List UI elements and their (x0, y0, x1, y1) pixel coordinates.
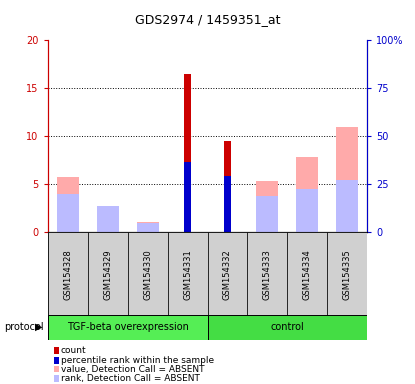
Bar (296, 157, 318, 232)
Bar (208, 315, 367, 340)
Bar (184, 162, 191, 232)
Text: protocol: protocol (4, 322, 44, 332)
Bar (168, 232, 208, 317)
Text: rank, Detection Call = ABSENT: rank, Detection Call = ABSENT (61, 374, 200, 383)
Bar (327, 232, 367, 317)
Bar (296, 189, 318, 232)
Bar (57, 177, 79, 232)
Text: GSM154330: GSM154330 (143, 249, 152, 300)
Bar (184, 74, 191, 232)
Bar (97, 207, 119, 232)
Bar (224, 141, 231, 232)
Bar (137, 223, 159, 232)
Text: GSM154334: GSM154334 (303, 249, 312, 300)
Bar (137, 222, 159, 232)
Text: ▶: ▶ (35, 322, 42, 332)
Bar (224, 176, 231, 232)
Text: control: control (271, 322, 304, 333)
Text: GSM154333: GSM154333 (263, 249, 272, 300)
Bar (247, 232, 287, 317)
Bar (287, 232, 327, 317)
Text: percentile rank within the sample: percentile rank within the sample (61, 356, 214, 365)
Text: GSM154335: GSM154335 (343, 249, 352, 300)
Bar (128, 232, 168, 317)
Text: count: count (61, 346, 86, 355)
Text: GSM154328: GSM154328 (63, 249, 72, 300)
Bar (256, 182, 278, 232)
Bar (48, 315, 208, 340)
Bar (208, 232, 247, 317)
Text: GSM154329: GSM154329 (103, 249, 112, 300)
Text: GDS2974 / 1459351_at: GDS2974 / 1459351_at (135, 13, 280, 26)
Bar (48, 232, 88, 317)
Text: TGF-beta overexpression: TGF-beta overexpression (67, 322, 188, 333)
Text: GSM154331: GSM154331 (183, 249, 192, 300)
Bar (97, 210, 119, 232)
Bar (256, 196, 278, 232)
Text: GSM154332: GSM154332 (223, 249, 232, 300)
Bar (336, 127, 358, 232)
Text: value, Detection Call = ABSENT: value, Detection Call = ABSENT (61, 364, 204, 374)
Bar (88, 232, 128, 317)
Bar (57, 194, 79, 232)
Bar (336, 180, 358, 232)
